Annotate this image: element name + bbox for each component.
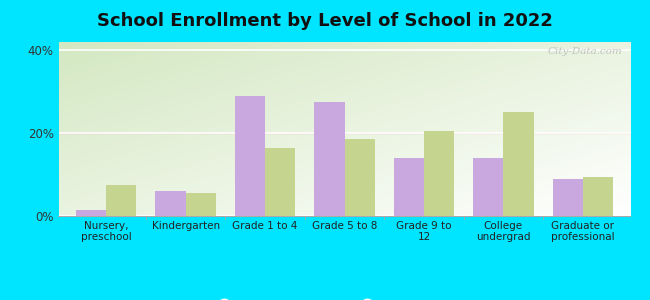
Bar bbox=[106, 185, 136, 216]
Bar bbox=[424, 131, 454, 216]
Bar bbox=[552, 179, 583, 216]
Bar bbox=[76, 210, 106, 216]
Bar bbox=[315, 102, 344, 216]
Text: School Enrollment by Level of School in 2022: School Enrollment by Level of School in … bbox=[97, 12, 553, 30]
Text: City-Data.com: City-Data.com bbox=[547, 47, 622, 56]
Bar bbox=[583, 177, 613, 216]
Bar bbox=[503, 112, 534, 216]
Bar bbox=[265, 148, 295, 216]
Bar bbox=[186, 193, 216, 216]
Bar bbox=[473, 158, 503, 216]
Bar bbox=[394, 158, 424, 216]
Legend: Lunenburg, MA, Massachusetts: Lunenburg, MA, Massachusetts bbox=[207, 295, 482, 300]
Bar bbox=[235, 96, 265, 216]
Bar bbox=[344, 140, 374, 216]
Bar bbox=[155, 191, 186, 216]
